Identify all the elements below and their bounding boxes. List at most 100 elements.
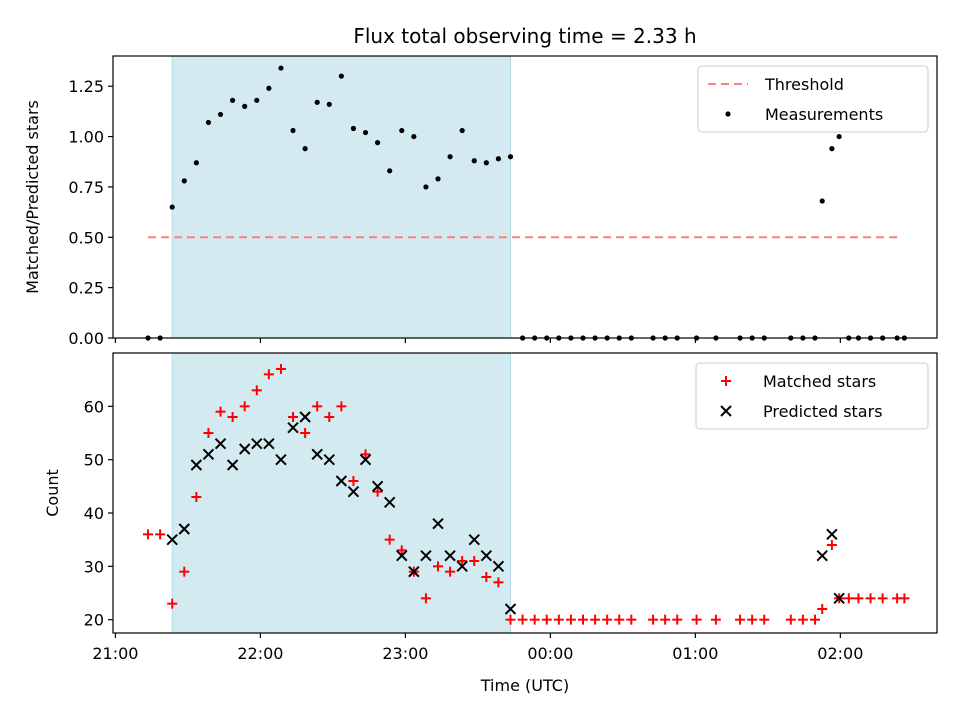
data-point: [203, 428, 214, 438]
data-point: [287, 421, 299, 434]
data-point: [817, 604, 828, 614]
y-tick-label: 20: [84, 611, 104, 630]
legend-marker-swatch: [721, 376, 731, 386]
data-point: [843, 593, 854, 604]
data-point: [396, 545, 407, 556]
data-point: [471, 158, 477, 164]
data-point: [214, 437, 227, 450]
marker-stroke-b: [420, 549, 432, 562]
y-tick-label: 1.25: [68, 77, 104, 96]
y-tick-label: 40: [84, 504, 104, 523]
data-point: [167, 598, 178, 609]
legend-label: Matched stars: [763, 372, 876, 391]
marker-stroke-b: [335, 475, 348, 487]
data-point: [614, 614, 625, 625]
series-matched-stars: [143, 364, 910, 625]
y-axis-title: Matched/Predicted stars: [23, 100, 42, 294]
marker-stroke-b: [299, 411, 311, 423]
data-point: [459, 127, 465, 134]
data-point: [420, 549, 432, 562]
data-point: [408, 565, 420, 578]
data-point: [251, 437, 263, 450]
data-point: [507, 154, 514, 160]
data-point: [504, 603, 517, 615]
data-point: [672, 614, 683, 625]
data-point: [166, 533, 178, 546]
marker-stroke-b: [833, 592, 845, 605]
y-tick-label: 1.00: [68, 128, 104, 147]
data-point: [311, 448, 323, 461]
series-predicted-stars: [166, 411, 845, 615]
data-point: [348, 476, 359, 486]
x-tick-label: 22:00: [237, 644, 283, 663]
marker-stroke-b: [359, 453, 372, 466]
marker-stroke-b: [432, 517, 444, 530]
data-point: [493, 577, 504, 588]
data-point: [302, 146, 308, 152]
marker-stroke-b: [190, 459, 203, 471]
data-point: [481, 572, 492, 582]
legend: Threshold Measurements: [697, 65, 929, 133]
marker-stroke-b: [202, 448, 215, 461]
data-point: [833, 592, 845, 605]
data-point: [179, 566, 190, 577]
x-tick-label: 01:00: [672, 644, 718, 663]
data-point: [899, 593, 910, 604]
data-point: [181, 178, 187, 184]
data-point: [190, 459, 203, 471]
data-point: [590, 614, 601, 625]
data-point: [826, 528, 838, 541]
x-tick-label: 00:00: [527, 644, 573, 663]
data-point: [541, 614, 552, 625]
marker-stroke-b: [816, 549, 828, 562]
y-tick-label: 0.25: [68, 279, 104, 298]
data-point: [312, 401, 323, 412]
data-point: [865, 593, 876, 604]
data-point: [359, 453, 372, 466]
data-point: [626, 614, 637, 625]
data-point: [447, 154, 453, 160]
data-point: [468, 533, 480, 546]
data-point: [553, 614, 564, 625]
series-measurements: [145, 65, 907, 341]
top-panel-ratio: 0.00 0.25 0.50 0.75 1.00 1.25 Matched/Predicte…: [23, 55, 938, 348]
y-axis-title: Count: [43, 469, 62, 517]
data-point: [324, 412, 335, 422]
marker-stroke-b: [263, 437, 275, 450]
data-point: [505, 614, 516, 625]
data-point: [829, 146, 835, 152]
data-point: [480, 549, 493, 562]
data-point: [877, 593, 888, 604]
data-point: [169, 204, 175, 210]
data-point: [495, 156, 502, 162]
observing-window-band: [171, 55, 512, 339]
data-point: [483, 160, 489, 166]
data-point: [360, 449, 371, 460]
legend-label: Predicted stars: [763, 402, 883, 421]
data-point: [577, 614, 588, 625]
marker-stroke-b: [287, 421, 299, 434]
data-point: [300, 428, 311, 438]
data-point: [230, 97, 236, 103]
data-point: [785, 614, 796, 625]
data-point: [371, 480, 384, 493]
data-point: [275, 364, 286, 374]
data-point: [314, 99, 320, 105]
data-point: [809, 614, 820, 625]
data-point: [263, 437, 275, 450]
axes-frame: [112, 352, 938, 634]
data-point: [457, 556, 468, 566]
marker-stroke-b: [226, 459, 239, 471]
marker-stroke-b: [238, 443, 251, 455]
data-point: [420, 593, 431, 604]
data-point: [735, 614, 746, 625]
data-point: [456, 560, 468, 573]
marker-stroke-b: [251, 437, 263, 450]
data-point: [383, 496, 396, 509]
axes-frame: [112, 55, 938, 339]
data-point: [853, 593, 864, 604]
marker-stroke-b: [323, 453, 335, 466]
marker-stroke-b: [347, 485, 360, 498]
data-point: [202, 448, 215, 461]
data-point: [747, 614, 758, 625]
